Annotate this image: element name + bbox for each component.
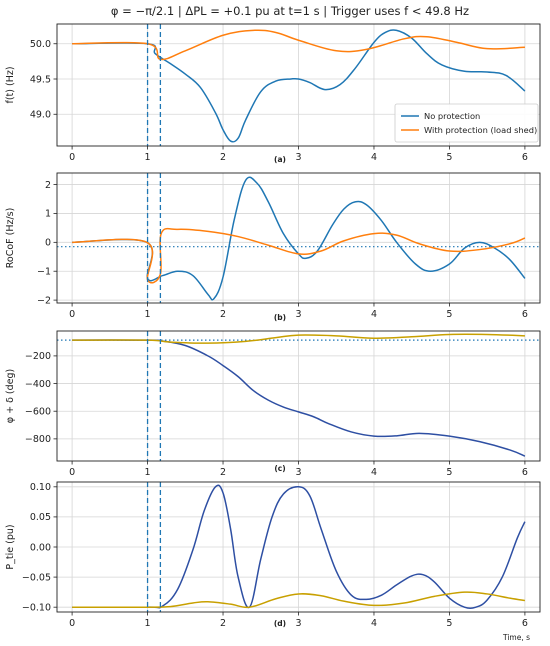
figure-title: φ = −π/2.1 | ΔPL = +0.1 pu at t=1 s | Tr… (111, 4, 469, 18)
x-tick-label: 2 (220, 618, 226, 629)
y-tick-label: −0.10 (22, 602, 51, 613)
legend-box (394, 103, 539, 143)
series-line-no-protection (72, 339, 526, 457)
x-tick-label: 0 (69, 618, 75, 629)
axes-frame (56, 23, 541, 147)
plot-area (72, 482, 526, 612)
panel-4: 0 1 2 3 4 5 6 −0.10 −0.05 0.00 0.05 0.10 P_tie (pu) (… (5, 481, 541, 629)
plot-area (57, 173, 540, 303)
y-tick-label: 50.0 (30, 39, 51, 50)
y-tick-label: 2 (45, 180, 51, 191)
x-tick-label: 6 (522, 618, 528, 629)
x-tick-label: 1 (145, 152, 151, 163)
y-tick-label: 1 (45, 209, 51, 220)
x-tick-label: 2 (220, 309, 226, 320)
x-tick-label: 3 (295, 152, 301, 163)
x-tick-label: 5 (446, 467, 452, 478)
x-tick-label: 4 (371, 467, 377, 478)
series-line-with-protection (72, 591, 526, 609)
y-axis-label: RoCoF (Hz/s) (5, 208, 16, 269)
panel-2: 0 1 2 3 4 5 6 −2 −1 0 1 2 RoCoF (Hz/s) (b) (5, 172, 541, 322)
panel-1: 0 1 2 3 4 5 6 49.0 49.5 50.0 f(t) (Hz) (a) No protec… (5, 23, 541, 164)
plot-area (57, 331, 540, 461)
panel-label: (a) (274, 155, 286, 164)
y-axis-label: f(t) (Hz) (5, 66, 16, 103)
x-tick-label: 6 (522, 152, 528, 163)
y-tick-label: −2 (37, 295, 51, 306)
x-tick-label: 2 (220, 467, 226, 478)
x-tick-label: 3 (295, 467, 301, 478)
x-tick-label: 5 (446, 152, 452, 163)
series-line-no-protection (72, 29, 526, 143)
y-axis-label: φ + δ (deg) (5, 369, 16, 423)
series-line-with-protection (72, 29, 525, 61)
x-tick-label: 1 (145, 467, 151, 478)
x-tick-label: 0 (69, 152, 75, 163)
legend-entry: With protection (load shed) (424, 125, 537, 135)
panel-label: (c) (274, 464, 285, 473)
series-line-with-protection (72, 227, 526, 284)
x-tick-label: 1 (145, 618, 151, 629)
panels: 0 1 2 3 4 5 6 49.0 49.5 50.0 f(t) (Hz) (a) No protec… (5, 23, 541, 629)
y-tick-label: −200 (25, 351, 51, 362)
y-tick-label: −800 (25, 434, 51, 445)
x-tick-label: 5 (446, 618, 452, 629)
y-tick-label: 49.5 (30, 74, 51, 85)
x-tick-label: 3 (295, 618, 301, 629)
x-tick-label: 6 (522, 309, 528, 320)
y-tick-label: −400 (25, 379, 51, 390)
x-tick-label: 4 (371, 309, 377, 320)
y-tick-label: 0.00 (30, 542, 51, 553)
y-tick-label: −0.05 (22, 572, 51, 583)
axes-frame (56, 330, 541, 462)
panel-label: (b) (274, 313, 286, 322)
x-tick-label: 6 (522, 467, 528, 478)
series-line-no-protection (72, 176, 526, 301)
x-tick-label: 5 (446, 309, 452, 320)
plot-area (72, 24, 526, 146)
x-tick-label: 4 (371, 618, 377, 629)
y-axis-label: P_tie (pu) (5, 524, 16, 569)
x-tick-label: 1 (145, 309, 151, 320)
legend: No protection With protection (load shed) (394, 103, 539, 143)
panel-label: (d) (274, 619, 286, 628)
y-tick-label: 0.05 (30, 512, 51, 523)
panel-3: 0 1 2 3 4 5 6 −200 −400 −600 −800 φ + δ (deg) (c) (5, 330, 541, 478)
x-tick-label: 2 (220, 152, 226, 163)
series-line-with-protection (72, 333, 525, 344)
x-tick-label: 0 (69, 467, 75, 478)
series-line-no-protection (72, 484, 526, 610)
y-tick-label: 0.10 (30, 482, 51, 493)
y-tick-label: 49.0 (30, 110, 51, 121)
axes-frame (56, 481, 541, 613)
axes-frame (56, 172, 541, 304)
legend-entry: No protection (424, 111, 480, 121)
x-tick-label: 0 (69, 309, 75, 320)
x-tick-label: 4 (371, 152, 377, 163)
x-tick-label: 3 (295, 309, 301, 320)
x-axis-label: Time, s (502, 633, 530, 642)
y-tick-label: −1 (37, 267, 51, 278)
y-tick-label: −600 (25, 407, 51, 418)
y-tick-label: 0 (45, 238, 51, 249)
